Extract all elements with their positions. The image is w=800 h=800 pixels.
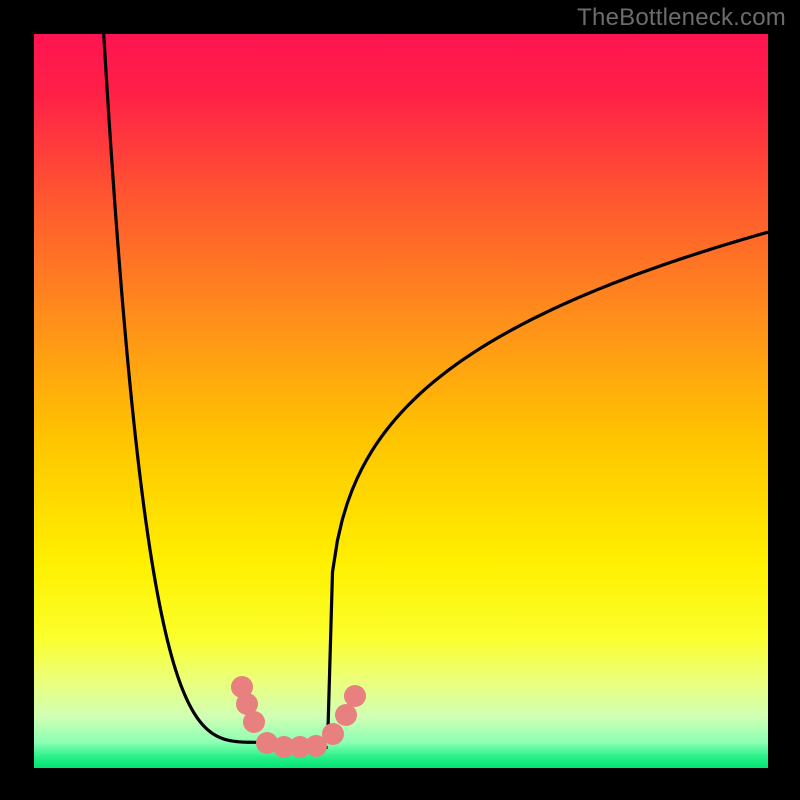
- plot-svg: [34, 34, 768, 768]
- bottleneck-curve-right: [328, 232, 768, 742]
- series-marker: [322, 723, 344, 745]
- series-marker: [335, 704, 357, 726]
- watermark-text: TheBottleneck.com: [577, 4, 786, 32]
- plot-area: [34, 34, 768, 768]
- chart-frame: TheBottleneck.com: [0, 0, 800, 800]
- bottleneck-curve-left: [104, 34, 262, 742]
